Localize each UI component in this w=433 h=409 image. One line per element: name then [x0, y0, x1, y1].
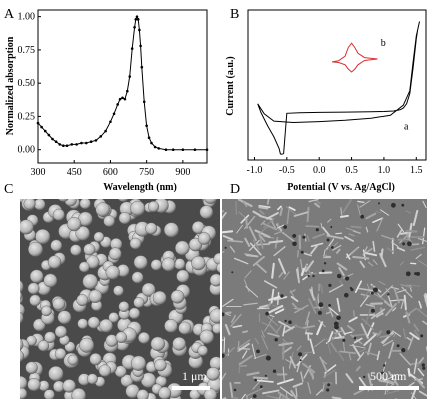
- data-point: [140, 65, 144, 69]
- cyclic-voltammetry-chart: Current (a.u.) Potential (V vs. Ag/AgCl)…: [225, 9, 427, 193]
- chart-a-frame: [37, 9, 208, 164]
- data-point: [150, 141, 153, 145]
- x-tick-label: 750: [139, 167, 154, 178]
- x-tick-label: 300: [31, 167, 46, 178]
- data-point: [157, 147, 161, 150]
- data-point: [138, 28, 141, 32]
- scale-bar-d: [359, 386, 419, 390]
- chart-b-xlabel: Potential (V vs. Ag/AgCl): [287, 182, 395, 193]
- data-point: [51, 137, 54, 141]
- x-tick-label: 1.5: [410, 165, 423, 176]
- y-tick-label: 0.25: [18, 111, 36, 122]
- data-point: [171, 148, 175, 151]
- x-tick-label: -1.0: [247, 165, 263, 176]
- data-point: [47, 133, 51, 137]
- x-tick-label: -0.5: [279, 165, 295, 176]
- data-point: [126, 89, 129, 93]
- data-point: [112, 112, 116, 116]
- data-point: [94, 139, 98, 142]
- data-point: [104, 129, 107, 133]
- data-point: [84, 141, 88, 145]
- panel-c-letter: C: [4, 182, 14, 197]
- data-point: [118, 97, 122, 101]
- scale-label-c: 1 μm: [182, 369, 207, 383]
- y-tick-label: 1.00: [18, 12, 36, 23]
- data-point: [135, 15, 139, 18]
- data-point: [128, 75, 132, 78]
- cv-series-line-a: [257, 21, 420, 155]
- data-point: [134, 18, 138, 21]
- chart-a-ylabel: Normalized absorption: [5, 36, 16, 135]
- x-tick-label: 450: [67, 167, 82, 178]
- data-point: [130, 47, 134, 50]
- absorption-chart: Normalized absorption Wavelength (nm) 30…: [5, 9, 209, 193]
- data-point: [133, 25, 136, 29]
- scale-label-d: 500 nm: [370, 369, 407, 383]
- scale-bar-c: [172, 386, 210, 390]
- panel-b-letter: B: [230, 7, 240, 22]
- data-point: [40, 125, 43, 129]
- x-tick-label: 1.0: [378, 165, 391, 176]
- cv-series-line-b: [332, 42, 378, 73]
- annotation-b: b: [381, 38, 386, 49]
- data-point: [142, 100, 146, 104]
- data-point: [58, 143, 62, 146]
- x-tick-label: 900: [175, 167, 190, 178]
- x-tick-label: 600: [103, 167, 118, 178]
- data-point: [54, 140, 58, 144]
- absorption-series-line: [37, 15, 207, 151]
- data-point: [147, 136, 151, 140]
- data-point: [164, 148, 168, 151]
- flake-texture-layer: [222, 199, 427, 399]
- annotation-a: a: [404, 122, 409, 133]
- x-tick-label: 0.5: [345, 165, 358, 176]
- y-tick-label: 0.00: [18, 145, 36, 156]
- panel-a-letter: A: [4, 7, 15, 22]
- data-point: [139, 44, 142, 48]
- data-point: [193, 148, 197, 151]
- sem-image-nanospheres: 1 μm: [20, 199, 220, 399]
- data-point: [153, 145, 157, 149]
- data-point: [75, 143, 78, 146]
- data-point: [89, 140, 93, 144]
- sem-image-film: 500 nm: [222, 199, 427, 399]
- chart-b-ylabel: Current (a.u.): [225, 56, 236, 116]
- data-point: [116, 103, 119, 106]
- data-point: [36, 121, 40, 125]
- chart-a-xlabel: Wavelength (nm): [103, 182, 177, 193]
- data-point: [181, 148, 185, 151]
- data-point: [136, 18, 140, 21]
- data-point: [43, 129, 47, 133]
- chart-b-frame: [247, 9, 427, 161]
- data-point: [109, 120, 112, 124]
- y-tick-label: 0.75: [18, 45, 36, 56]
- panel-d-letter: D: [230, 182, 241, 197]
- data-point: [145, 124, 148, 128]
- y-tick-label: 0.50: [18, 78, 36, 89]
- data-point: [99, 135, 103, 138]
- data-point: [123, 97, 127, 101]
- data-point: [205, 148, 209, 151]
- data-point: [121, 96, 124, 100]
- data-point: [70, 143, 74, 146]
- nanosphere-layer: [20, 199, 220, 399]
- data-point: [62, 144, 65, 148]
- data-point: [65, 144, 69, 148]
- x-tick-label: 0.0: [313, 165, 326, 176]
- data-point: [80, 141, 83, 145]
